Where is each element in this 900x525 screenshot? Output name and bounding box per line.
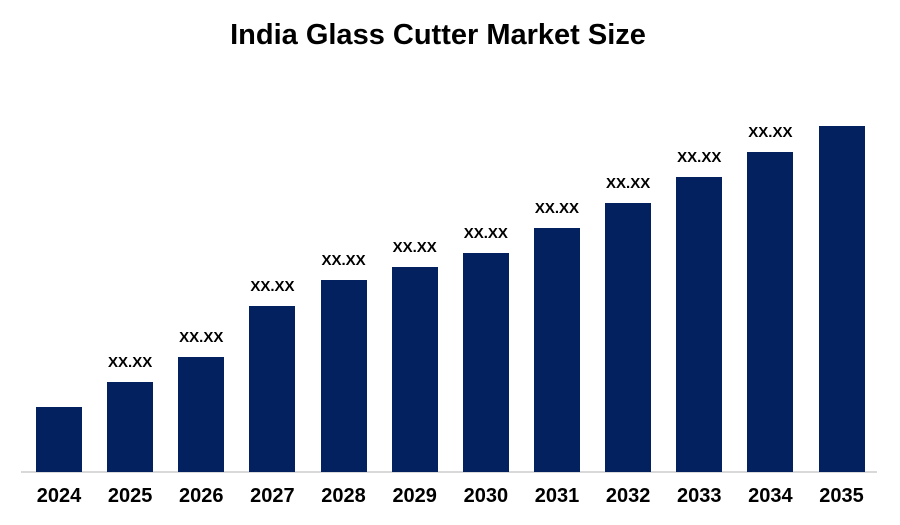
x-axis-tick-label-2032: 2032 — [605, 485, 651, 507]
bar-2028 — [320, 280, 367, 472]
bar-value-label-2033: XX.XX — [677, 149, 722, 166]
x-axis-tick-label-2027: 2027 — [250, 485, 295, 507]
bar-value-label-2027: XX.XX — [250, 278, 295, 295]
bar-2035 — [818, 126, 865, 472]
x-axis-tick-label-2028: 2028 — [321, 485, 366, 507]
x-axis-tick-label-2030: 2030 — [463, 485, 509, 507]
x-axis-tick-label-2026: 2026 — [179, 485, 224, 507]
bar-2034 — [747, 152, 794, 472]
bar-2027 — [249, 306, 296, 472]
bar-2025 — [107, 382, 154, 472]
bar-value-label-2029: XX.XX — [392, 239, 437, 256]
bar-value-label-2026: XX.XX — [179, 329, 224, 346]
bar-2024 — [36, 407, 82, 472]
chart-title: India Glass Cutter Market Size — [230, 19, 646, 51]
bar-value-label-2028: XX.XX — [321, 252, 366, 269]
x-axis-line — [21, 471, 877, 473]
bar-value-label-2030: XX.XX — [463, 225, 508, 242]
x-axis-tick-label-2033: 2033 — [677, 485, 722, 507]
x-axis-tick-label-2031: 2031 — [534, 485, 580, 507]
bar-2026 — [178, 357, 225, 472]
x-axis-tick-label-2029: 2029 — [392, 485, 437, 507]
bar-2030 — [462, 253, 509, 472]
bar-value-label-2025: XX.XX — [108, 354, 153, 371]
bar-value-label-2032: XX.XX — [606, 175, 651, 192]
bar-2032 — [605, 203, 652, 472]
bar-value-label-2031: XX.XX — [534, 200, 580, 217]
bar-2033 — [676, 177, 723, 472]
bar-value-label-2034: XX.XX — [748, 124, 793, 141]
x-axis-tick-label-2035: 2035 — [819, 485, 864, 507]
x-axis-tick-label-2025: 2025 — [107, 485, 153, 507]
x-axis-tick-label-2034: 2034 — [748, 485, 793, 507]
bar-2031 — [533, 228, 580, 472]
x-axis-tick-label-2024: 2024 — [36, 485, 82, 507]
bar-2029 — [391, 267, 438, 472]
